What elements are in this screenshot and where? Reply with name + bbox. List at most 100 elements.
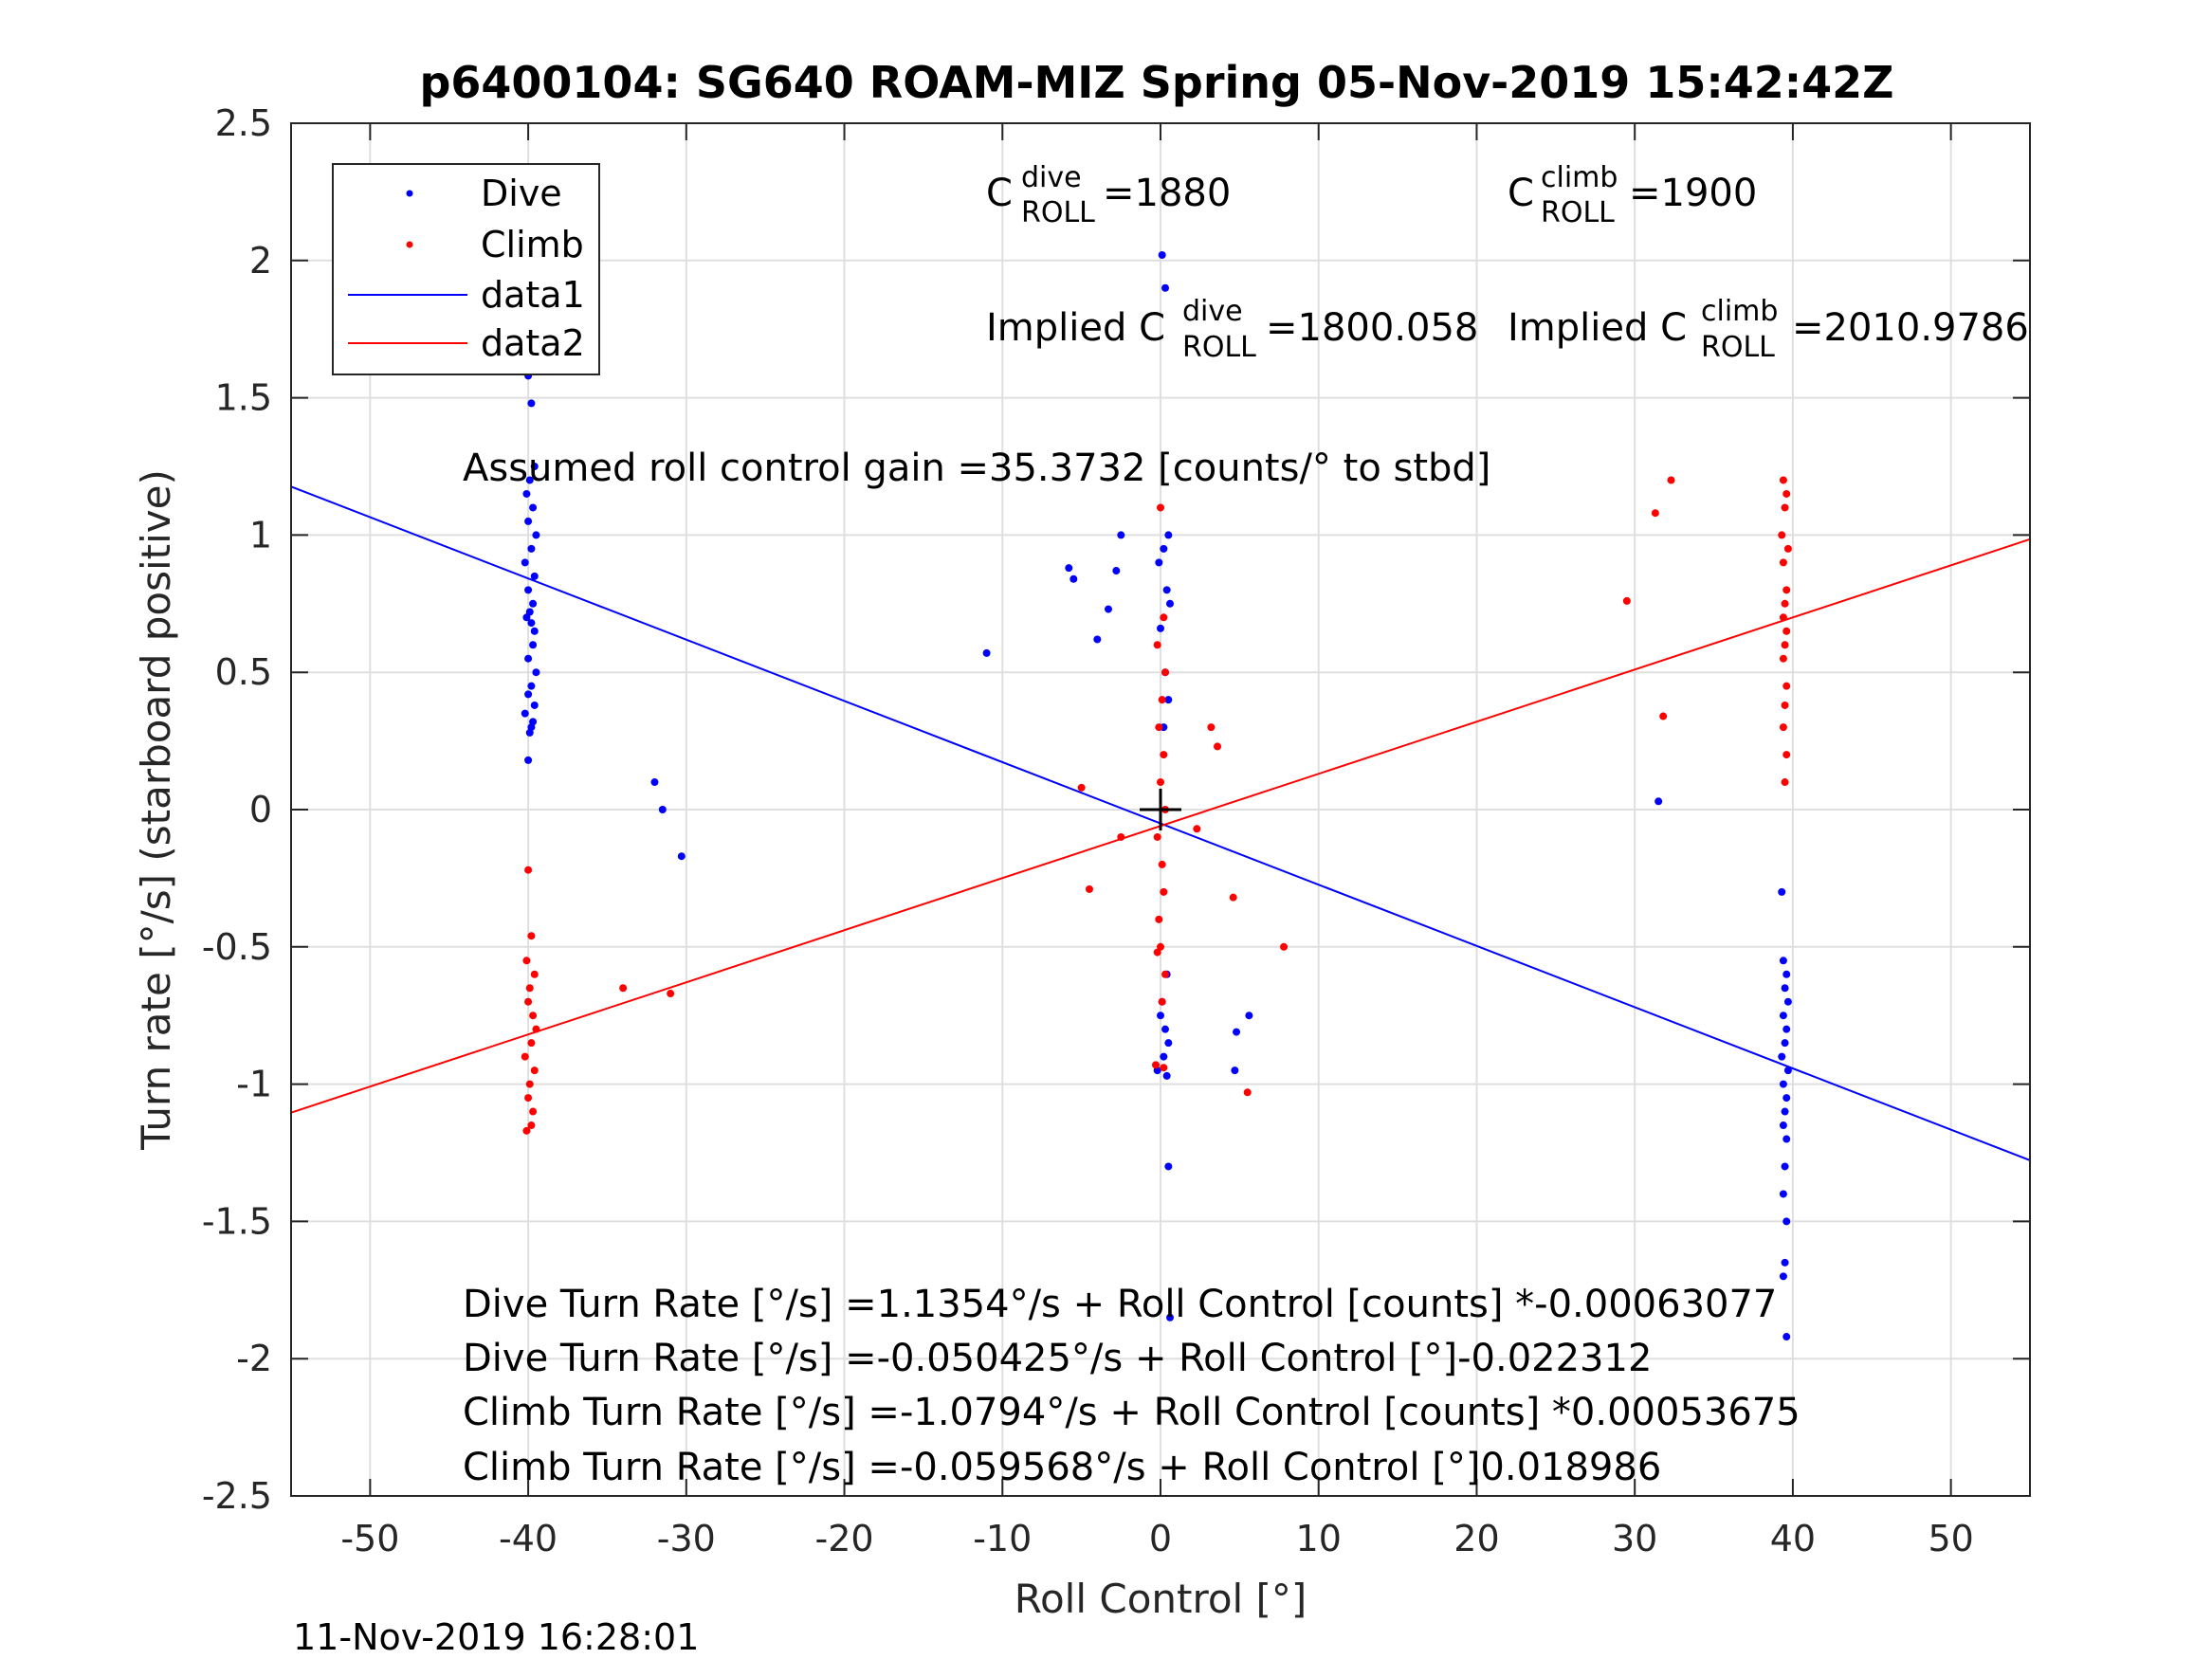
- climb-point: [1781, 641, 1789, 649]
- y-tick-label: -1.5: [202, 1200, 272, 1242]
- dive-point: [1164, 1162, 1173, 1171]
- dive-point: [527, 682, 536, 690]
- climb-point: [1207, 723, 1216, 732]
- dive-point: [677, 852, 686, 861]
- climb-point: [1158, 860, 1166, 868]
- climb-point: [524, 997, 533, 1006]
- climb-point: [1161, 970, 1170, 978]
- x-tick-label: 50: [1928, 1518, 1973, 1559]
- dive-point: [1158, 251, 1166, 260]
- climb-point: [1782, 682, 1791, 690]
- climb-point: [525, 1080, 534, 1088]
- climb-point: [1782, 751, 1791, 759]
- dive-point: [1782, 1333, 1791, 1341]
- dive-point: [650, 778, 659, 787]
- fit-equation-2: Dive Turn Rate [°/s] =-0.050425°/s + Rol…: [463, 1337, 1652, 1380]
- x-tick-label: 0: [1149, 1518, 1172, 1559]
- dive-point: [521, 558, 529, 567]
- dive-point: [1654, 797, 1663, 806]
- dive-point: [1779, 1012, 1787, 1020]
- dive-point: [1781, 984, 1789, 993]
- y-tick-label: 1.5: [215, 377, 272, 419]
- dive-point: [1781, 1107, 1789, 1116]
- dive-point: [530, 463, 539, 470]
- x-tick-label: 10: [1296, 1518, 1342, 1559]
- legend-climb-label: Climb: [481, 224, 584, 265]
- climb-point: [1782, 489, 1791, 498]
- climb-point: [1781, 778, 1789, 787]
- dive-point: [1779, 1121, 1787, 1130]
- climb-point: [527, 1039, 536, 1048]
- dive-point: [1781, 1258, 1789, 1267]
- dive-point: [1166, 599, 1175, 608]
- y-tick-label: -2: [236, 1338, 272, 1379]
- footer-timestamp: 11-Nov-2019 16:28:01: [293, 1616, 699, 1658]
- y-tick-label: 1: [249, 514, 272, 556]
- climb-point: [1085, 884, 1093, 893]
- climb-point: [1659, 712, 1668, 720]
- dive-point: [1160, 544, 1168, 553]
- y-tick-label: -2.5: [202, 1475, 272, 1517]
- climb-point: [524, 1094, 533, 1103]
- climb-point: [529, 1107, 538, 1116]
- dive-point: [1117, 531, 1125, 539]
- climb-point: [527, 1121, 536, 1130]
- climb-point: [1779, 476, 1787, 484]
- dive-point: [1233, 1028, 1241, 1036]
- dive-point: [1782, 1025, 1791, 1033]
- dive-point: [1782, 970, 1791, 978]
- dive-point: [524, 654, 533, 663]
- dive-point: [1112, 567, 1121, 575]
- dive-point: [1781, 1162, 1789, 1171]
- climb-point: [1155, 915, 1163, 923]
- dive-point: [1164, 531, 1173, 539]
- climb-point: [1243, 1088, 1252, 1097]
- x-tick-label: -40: [499, 1518, 558, 1559]
- climb-point: [522, 1126, 531, 1135]
- climb-point: [1214, 742, 1222, 751]
- fit-equation-4: Climb Turn Rate [°/s] =-0.059568°/s + Ro…: [463, 1446, 1661, 1489]
- annotation-implied-dive: Implied C dive ROLL =1800.058: [986, 286, 1478, 366]
- y-tick-label: 2: [249, 240, 272, 282]
- climb-point: [524, 866, 533, 874]
- x-tick-label: -50: [340, 1518, 399, 1559]
- dive-point: [1155, 558, 1163, 567]
- dive-point: [1782, 1135, 1791, 1143]
- dive-point: [524, 517, 533, 525]
- legend-dive-marker: [406, 190, 413, 197]
- annotations: C dive ROLL =1880 C climb ROLL =1900 Imp…: [463, 153, 2029, 1489]
- climb-point: [1160, 887, 1168, 896]
- dive-point: [1778, 1052, 1786, 1061]
- legend-data2-label: data2: [481, 322, 585, 364]
- annotation-c-dive: C dive ROLL =1880: [986, 153, 1231, 231]
- fit-equation-3: Climb Turn Rate [°/s] =-1.0794°/s + Roll…: [463, 1391, 1801, 1434]
- y-tick-label: 0.5: [215, 651, 272, 693]
- y-axis-label: Turn rate [°/s] (starboard positive): [133, 469, 179, 1151]
- climb-point: [1155, 723, 1163, 732]
- climb-point: [1193, 825, 1201, 833]
- data-points: [521, 251, 1792, 1341]
- climb-point: [1229, 893, 1237, 902]
- y-tick-label: -0.5: [202, 926, 272, 968]
- climb-point: [1151, 1061, 1160, 1069]
- dive-point: [1162, 586, 1171, 594]
- climb-point: [1077, 783, 1086, 792]
- dive-point: [532, 531, 540, 539]
- dive-point: [525, 608, 534, 616]
- climb-point: [1622, 596, 1631, 605]
- dive-point: [530, 701, 539, 709]
- dive-point: [530, 627, 539, 635]
- climb-point: [530, 970, 539, 978]
- dive-point: [1778, 887, 1786, 896]
- y-tick-label: -1: [236, 1064, 272, 1105]
- dive-point: [1065, 564, 1073, 573]
- dive-point: [1782, 1217, 1791, 1226]
- climb-point: [1161, 668, 1170, 677]
- dive-point: [658, 806, 667, 813]
- climb-point: [529, 1012, 538, 1020]
- climb-point: [667, 990, 675, 998]
- dive-point: [532, 668, 540, 677]
- y-tick-label: 0: [249, 789, 272, 830]
- dive-point: [1093, 635, 1102, 644]
